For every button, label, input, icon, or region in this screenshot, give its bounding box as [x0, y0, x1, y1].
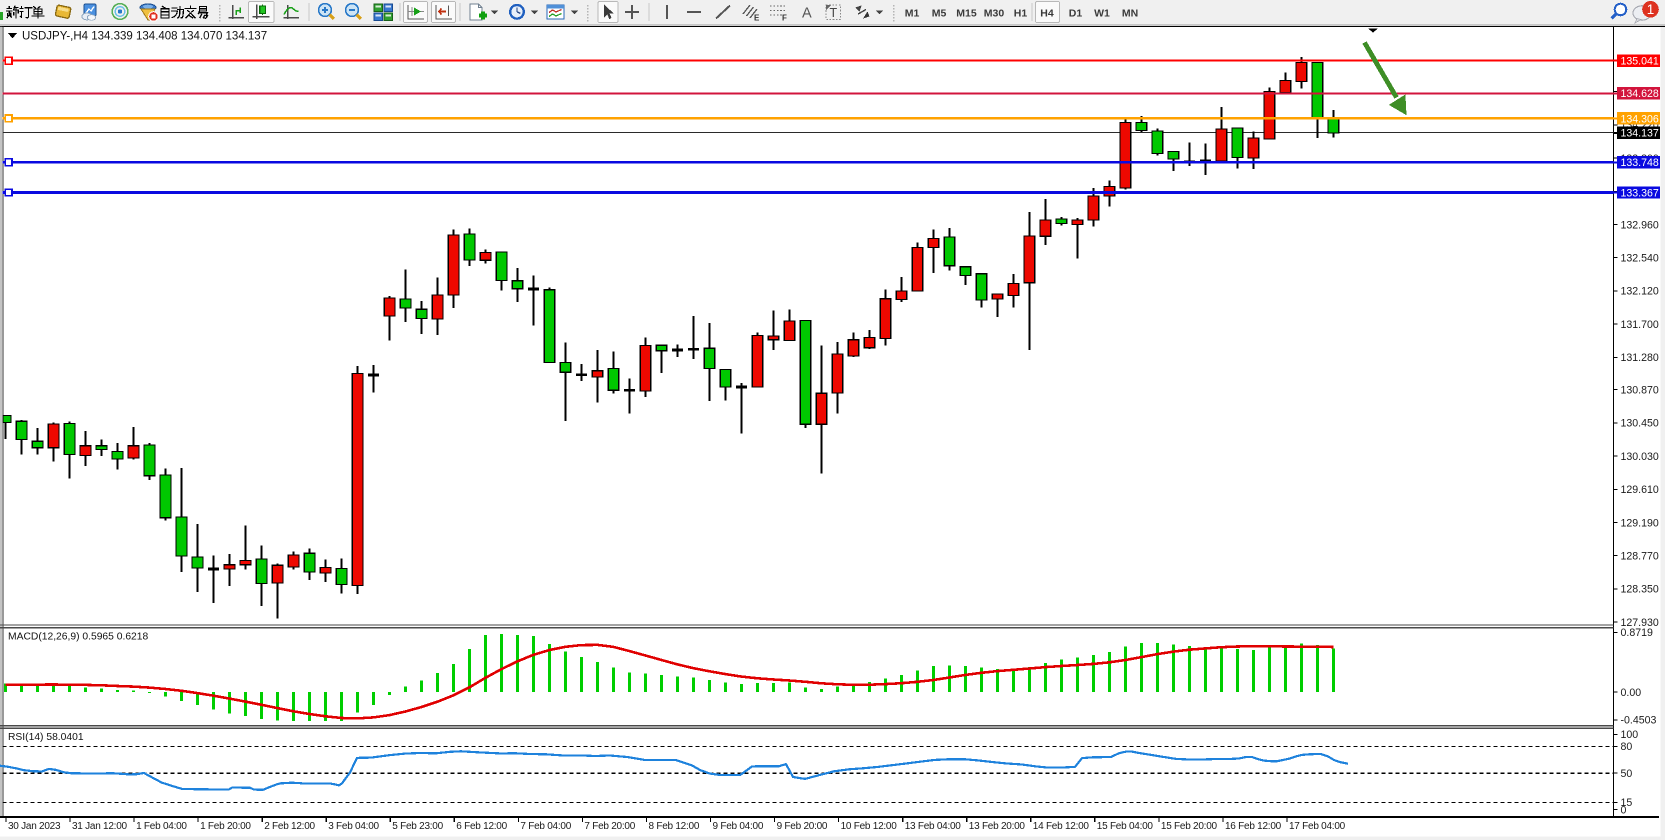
svg-text:9 Feb 04:00: 9 Feb 04:00	[713, 821, 764, 832]
svg-text:132.120: 132.120	[1621, 286, 1659, 298]
svg-text:15: 15	[1621, 797, 1633, 809]
svg-text:80: 80	[1621, 741, 1633, 753]
svg-text:132.960: 132.960	[1621, 219, 1659, 231]
svg-text:0: 0	[1621, 804, 1627, 816]
svg-text:1: 1	[1647, 2, 1655, 17]
svg-text:T: T	[830, 6, 838, 20]
svg-text:MACD(12,26,9) 0.5965 0.6218: MACD(12,26,9) 0.5965 0.6218	[8, 632, 149, 643]
svg-text:129.190: 129.190	[1621, 517, 1659, 529]
svg-text:10 Feb 12:00: 10 Feb 12:00	[841, 821, 898, 832]
svg-text:-0.4503: -0.4503	[1621, 715, 1657, 727]
svg-text:7 Feb 20:00: 7 Feb 20:00	[584, 821, 635, 832]
svg-text:MN: MN	[1122, 8, 1138, 20]
svg-text:133.748: 133.748	[1621, 157, 1659, 169]
svg-text:131.700: 131.700	[1621, 319, 1659, 331]
svg-text:1 Feb 04:00: 1 Feb 04:00	[136, 821, 187, 832]
svg-text:134.306: 134.306	[1621, 113, 1659, 125]
svg-text:17 Feb 04:00: 17 Feb 04:00	[1289, 821, 1346, 832]
svg-text:H1: H1	[1014, 8, 1028, 20]
svg-text:130.870: 130.870	[1621, 385, 1659, 397]
svg-text:128.770: 128.770	[1621, 551, 1659, 563]
svg-text:7 Feb 04:00: 7 Feb 04:00	[520, 821, 571, 832]
svg-text:134.137: 134.137	[1621, 128, 1659, 140]
svg-text:F: F	[782, 14, 787, 23]
svg-text:8 Feb 12:00: 8 Feb 12:00	[649, 821, 700, 832]
svg-text:13 Feb 04:00: 13 Feb 04:00	[905, 821, 962, 832]
svg-text:USDJPY-,H4 134.339 134.408 13: USDJPY-,H4 134.339 134.408 134.070 134.1…	[22, 31, 267, 43]
svg-text:15 Feb 04:00: 15 Feb 04:00	[1097, 821, 1154, 832]
svg-text:M1: M1	[905, 8, 920, 20]
svg-text:0.00: 0.00	[1621, 687, 1642, 699]
svg-text:1 Feb 20:00: 1 Feb 20:00	[200, 821, 251, 832]
svg-text:6 Feb 12:00: 6 Feb 12:00	[456, 821, 507, 832]
svg-text:M5: M5	[932, 8, 947, 20]
svg-text:RSI(14) 58.0401: RSI(14) 58.0401	[8, 732, 84, 743]
svg-text:31 Jan 12:00: 31 Jan 12:00	[72, 821, 128, 832]
svg-text:130.030: 130.030	[1621, 451, 1659, 463]
svg-text:E: E	[754, 14, 760, 23]
svg-text:M30: M30	[984, 8, 1005, 20]
svg-text:9 Feb 20:00: 9 Feb 20:00	[777, 821, 828, 832]
svg-text:129.610: 129.610	[1621, 484, 1659, 496]
svg-text:A: A	[802, 6, 812, 22]
svg-text:2 Feb 12:00: 2 Feb 12:00	[264, 821, 315, 832]
svg-text:133.367: 133.367	[1621, 187, 1659, 199]
svg-text:5 Feb 23:00: 5 Feb 23:00	[392, 821, 443, 832]
svg-text:W1: W1	[1094, 8, 1110, 20]
svg-text:14 Feb 12:00: 14 Feb 12:00	[1033, 821, 1090, 832]
svg-text:D1: D1	[1069, 8, 1083, 20]
svg-text:127.930: 127.930	[1621, 617, 1659, 629]
svg-text:50: 50	[1621, 768, 1633, 780]
svg-text:130.450: 130.450	[1621, 418, 1659, 430]
svg-text:134.628: 134.628	[1621, 88, 1659, 100]
svg-text:135.041: 135.041	[1621, 56, 1659, 68]
svg-text:0.8719: 0.8719	[1621, 627, 1654, 639]
svg-text:15 Feb 20:00: 15 Feb 20:00	[1161, 821, 1218, 832]
svg-text:13 Feb 20:00: 13 Feb 20:00	[969, 821, 1026, 832]
svg-text:H4: H4	[1040, 8, 1054, 20]
svg-text:3 Feb 04:00: 3 Feb 04:00	[328, 821, 379, 832]
svg-text:132.540: 132.540	[1621, 253, 1659, 265]
svg-text:30 Jan 2023: 30 Jan 2023	[8, 821, 61, 832]
svg-text:128.350: 128.350	[1621, 584, 1659, 596]
svg-text:M15: M15	[956, 8, 977, 20]
svg-text:100: 100	[1621, 729, 1639, 741]
svg-text:16 Feb 12:00: 16 Feb 12:00	[1225, 821, 1282, 832]
svg-text:131.280: 131.280	[1621, 352, 1659, 364]
